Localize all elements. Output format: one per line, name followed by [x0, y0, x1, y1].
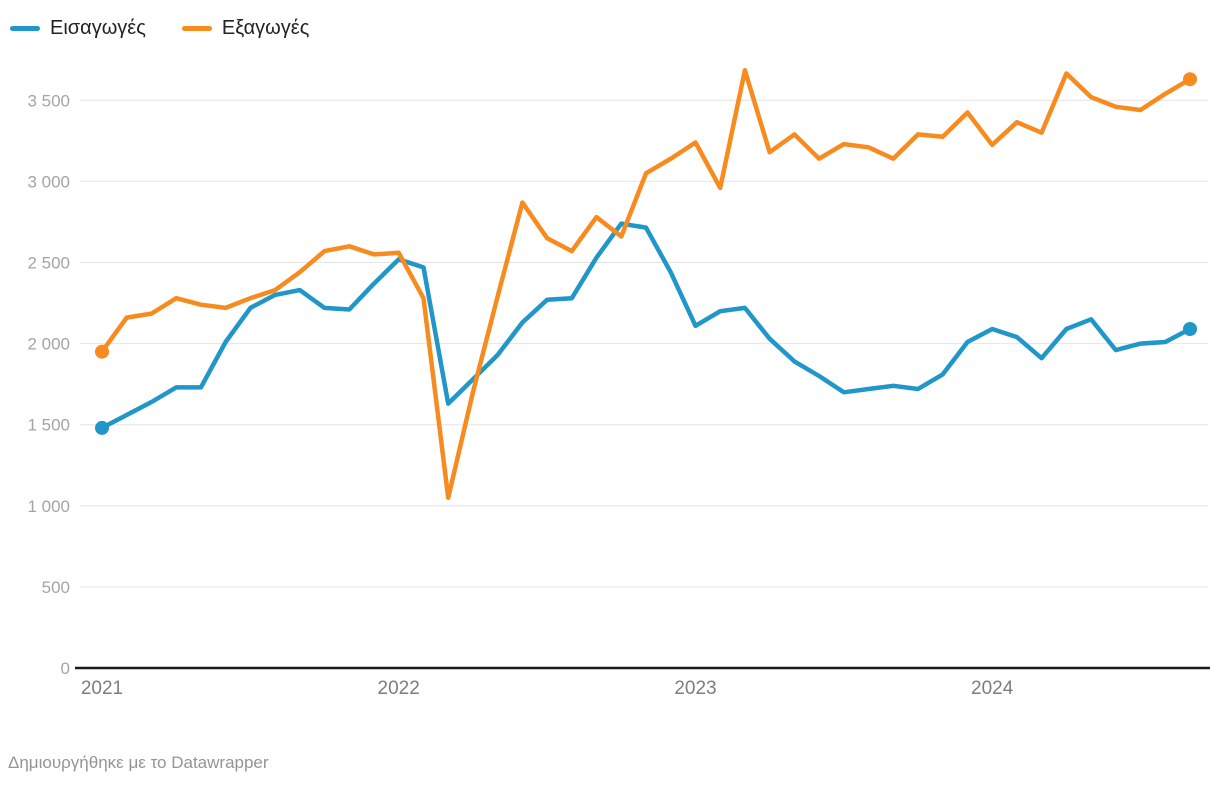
legend-label-imports: Εισαγωγές	[50, 17, 146, 39]
y-tick-label: 2 500	[27, 254, 70, 273]
legend-item-imports: Εισαγωγές	[10, 18, 146, 38]
y-tick-label: 1 500	[27, 416, 70, 435]
series-lines	[95, 68, 1197, 500]
x-tick-label: 2023	[674, 678, 716, 699]
x-tick-label: 2021	[81, 678, 123, 699]
y-axis-labels: 0 500 1 000 1 500 2 000 2 500 3 000 3 500	[27, 91, 70, 678]
x-tick-label: 2022	[378, 678, 420, 699]
y-tick-label: 3 000	[27, 172, 70, 191]
y-tick-label: 2 000	[27, 335, 70, 354]
series-line-Εισαγωγές	[99, 221, 1193, 431]
legend-label-exports: Εξαγωγές	[221, 17, 310, 39]
legend-item-exports: Εξαγωγές	[181, 17, 310, 39]
y-tick-label: 0	[61, 659, 70, 678]
series-end-dot-Εισαγωγές	[1183, 322, 1197, 336]
series-end-dot-Εξαγωγές	[1183, 72, 1197, 87]
series-end-dot-Εξαγωγές	[95, 344, 109, 359]
attribution-text: Δημιουργήθηκε με το Datawrapper	[8, 753, 269, 772]
series-line-Εξαγωγές	[99, 68, 1193, 500]
y-tick-label: 3 500	[27, 91, 70, 110]
series-end-dot-Εισαγωγές	[95, 420, 109, 435]
imports-line-swatch	[10, 25, 40, 31]
x-tick-label: 2024	[971, 678, 1014, 699]
legend: Εισαγωγές Εξαγωγές	[10, 18, 309, 38]
y-tick-label: 1 000	[27, 497, 70, 516]
y-tick-label: 500	[42, 578, 70, 597]
x-axis-labels: 2021 2022 2023 2024	[81, 678, 1014, 699]
exports-line-swatch	[181, 25, 212, 31]
